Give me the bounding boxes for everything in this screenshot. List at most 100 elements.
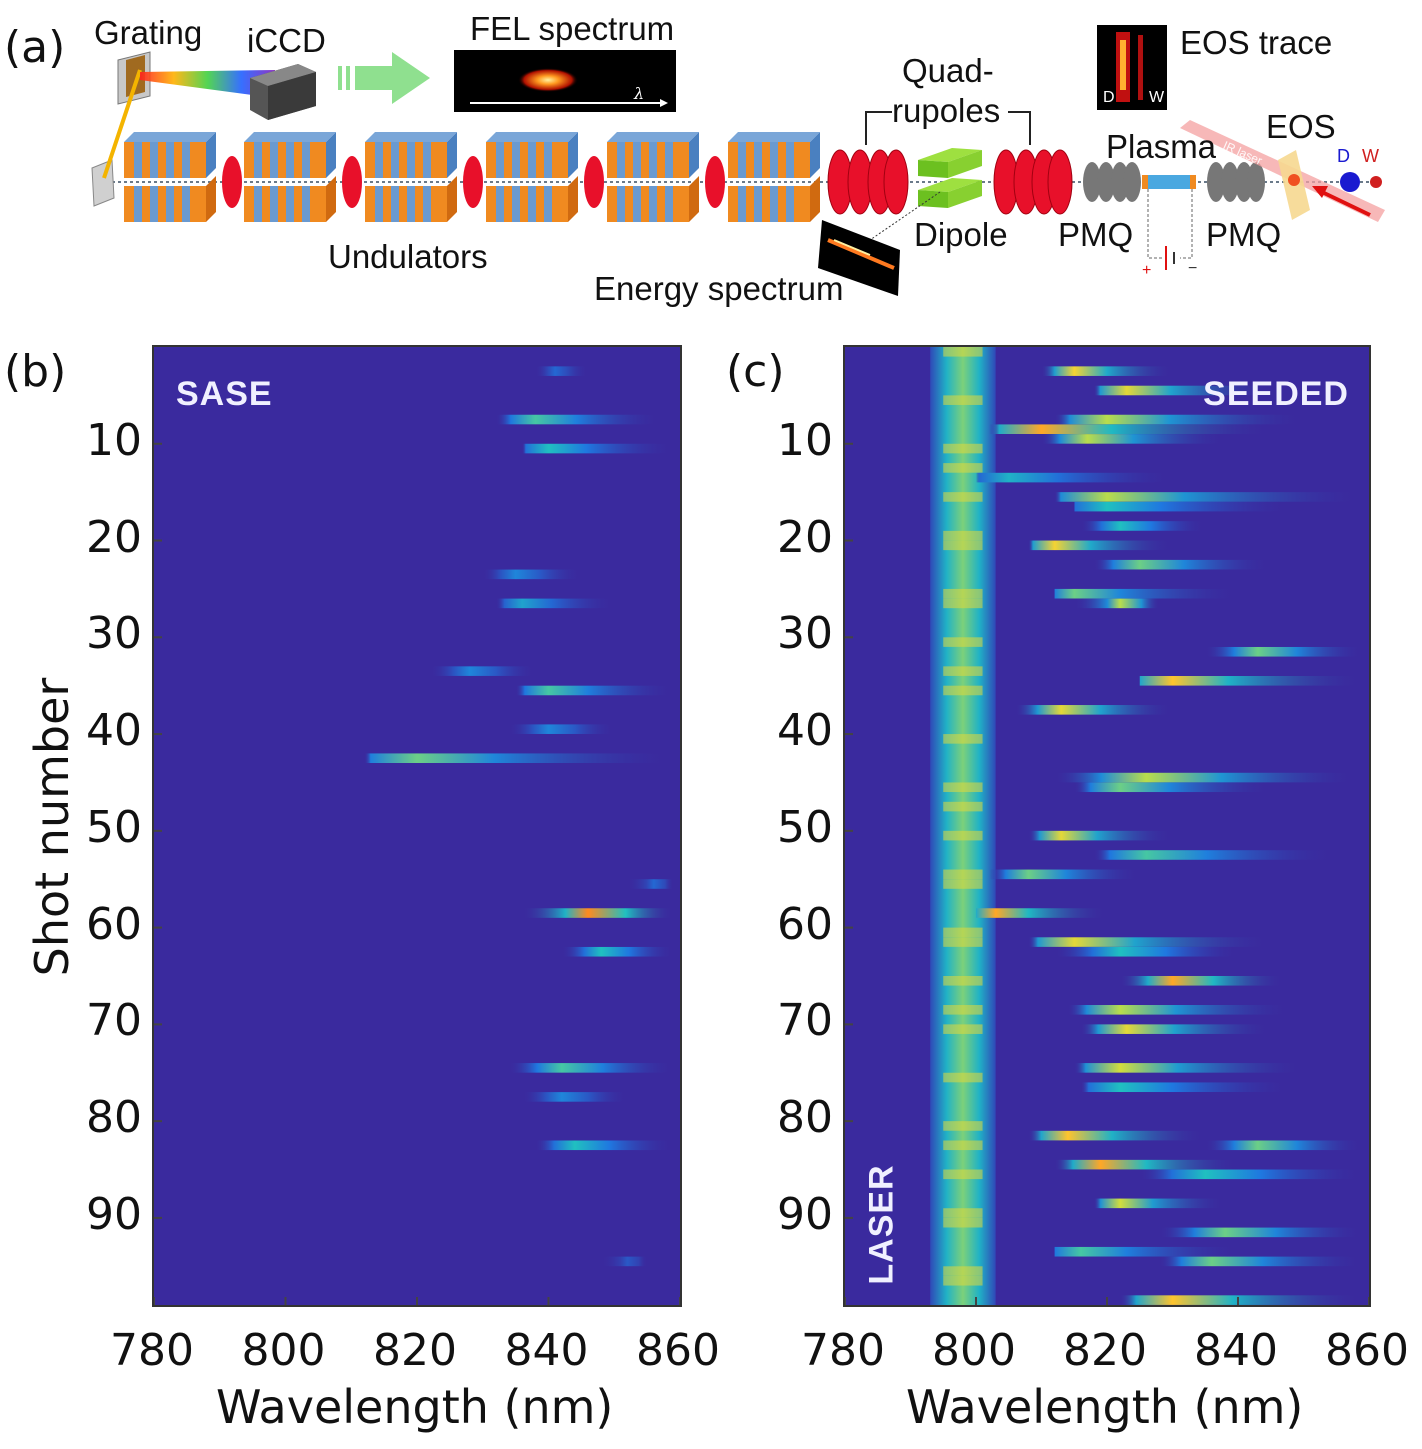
plasma-cell-icon — [1142, 175, 1196, 270]
drive-bunch-icon — [1340, 172, 1360, 192]
label-pmq-right: PMQ — [1206, 216, 1282, 253]
dispersed-light — [140, 70, 275, 98]
laser-band-row — [943, 879, 983, 889]
laser-band-row — [943, 927, 983, 938]
laser-band-row — [943, 869, 983, 880]
spectrum-streak — [522, 443, 674, 454]
sase-label: SASE — [176, 375, 273, 413]
undulator-array — [124, 132, 820, 222]
label-grating: Grating — [94, 14, 203, 51]
laser-arrow — [1321, 190, 1371, 217]
x-tick-label: 860 — [1325, 1325, 1409, 1376]
quadrupole-triplets — [827, 149, 1073, 215]
spectrum-streak — [1093, 385, 1271, 396]
x-tick-label: 840 — [1194, 1325, 1278, 1376]
spectrum-streak — [1120, 975, 1284, 986]
minus-sign: − — [1188, 260, 1198, 277]
y-tick-label: 80 — [777, 1092, 833, 1144]
undulator-block — [124, 132, 216, 222]
label-eos: EOS — [1266, 108, 1336, 145]
spectrum-streak — [515, 685, 674, 696]
spectrum-streak — [1074, 1063, 1304, 1073]
panel-b-xlabel: Wavelength (nm) — [216, 1380, 614, 1434]
panel-b-ylabel: Shot number — [25, 677, 79, 977]
laser-band — [930, 347, 996, 1305]
spectrum-streak — [1015, 705, 1173, 715]
laser-band-row — [943, 347, 983, 357]
spectrum-streak — [1074, 782, 1271, 793]
laser-band-row — [943, 637, 983, 647]
y-tick-label: 30 — [777, 608, 833, 660]
spectrum-streak — [522, 1092, 628, 1102]
laser-band-row — [943, 598, 983, 609]
label-undulators: Undulators — [328, 238, 488, 275]
eos-trace-image — [1097, 25, 1167, 110]
sase-heatmap-svg — [154, 366, 680, 1305]
fel-spectrum-image — [454, 50, 676, 112]
y-tick-label: 60 — [777, 898, 833, 950]
laser-band-row — [943, 1140, 983, 1151]
spectrum-streak — [509, 724, 615, 734]
laser-band-row — [943, 801, 983, 812]
spectrum-streak — [976, 908, 1107, 918]
spectrum-streak — [976, 472, 1173, 483]
x-tick-label: 820 — [1063, 1325, 1147, 1376]
y-tick-label: 40 — [86, 705, 142, 757]
spectrum-streak — [1054, 1159, 1238, 1170]
spectrum-streak — [1028, 1130, 1206, 1141]
spectrum-streak — [1080, 521, 1206, 531]
x-tick-label: 860 — [636, 1325, 720, 1376]
x-tick-label: 800 — [241, 1325, 326, 1376]
spectrum-streak — [1054, 772, 1356, 783]
spectrum-streak — [1093, 559, 1271, 570]
laser-band-row — [943, 540, 983, 551]
spectrum-streak — [1139, 1169, 1363, 1180]
laser-band-row — [943, 937, 983, 947]
seeded-heatmap-svg — [845, 347, 1369, 1305]
spectrum-streak — [509, 1063, 674, 1073]
label-quadrupoles-2: rupoles — [892, 92, 1001, 129]
spectrum-streak — [1054, 492, 1363, 502]
y-tick-label: 80 — [86, 1092, 142, 1144]
spectrum-streak — [1041, 366, 1173, 376]
mirror-icon — [91, 159, 115, 207]
y-tick-label: 40 — [777, 705, 833, 757]
green-arrow-icon — [338, 52, 430, 104]
plus-sign: + — [1142, 262, 1152, 279]
label-dipole: Dipole — [914, 216, 1008, 253]
laser-band-row — [943, 443, 983, 454]
laser-band-row — [943, 1266, 983, 1276]
grating-icon — [117, 51, 151, 105]
laser-band-row — [943, 734, 983, 744]
label-plasma: Plasma — [1106, 128, 1217, 165]
y-tick-label: 10 — [777, 414, 833, 466]
panel-a-tag: (a) — [4, 22, 66, 73]
lambda-label: λ — [634, 84, 645, 103]
x-tick-label: 840 — [504, 1325, 589, 1376]
spectrum-streak — [1074, 501, 1291, 512]
label-energy-spectrum: Energy spectrum — [594, 270, 844, 307]
label-quadrupoles-1: Quad- — [902, 52, 994, 89]
sase-heatmap: SASE — [152, 345, 682, 1307]
energy-spectrum-image — [818, 220, 900, 296]
label-eos-trace: EOS trace — [1180, 24, 1333, 61]
pmq-right-icon — [1207, 162, 1265, 202]
spectrum-streak — [1028, 540, 1173, 551]
y-tick-label: 20 — [86, 511, 142, 563]
laser-label: LASER — [862, 1164, 901, 1285]
spectrum-streak — [1028, 937, 1271, 947]
x-tick-label: 780 — [801, 1325, 885, 1376]
laser-band-row — [943, 685, 983, 696]
spectrum-streak — [1054, 414, 1304, 425]
laser-band-row — [943, 975, 983, 986]
spectrum-streak — [1054, 588, 1238, 599]
y-tick-label: 70 — [777, 995, 833, 1047]
eos-trace-w: W — [1149, 89, 1165, 106]
beamline-schematic — [91, 25, 1385, 296]
iccd-camera-icon — [250, 64, 316, 120]
panel-c-xlabel: Wavelength (nm) — [906, 1380, 1304, 1434]
laser-band-row — [943, 463, 983, 473]
laser-band-row — [943, 395, 983, 405]
quadrupole-lenses-small — [222, 156, 725, 208]
laser-band-row — [943, 666, 983, 676]
